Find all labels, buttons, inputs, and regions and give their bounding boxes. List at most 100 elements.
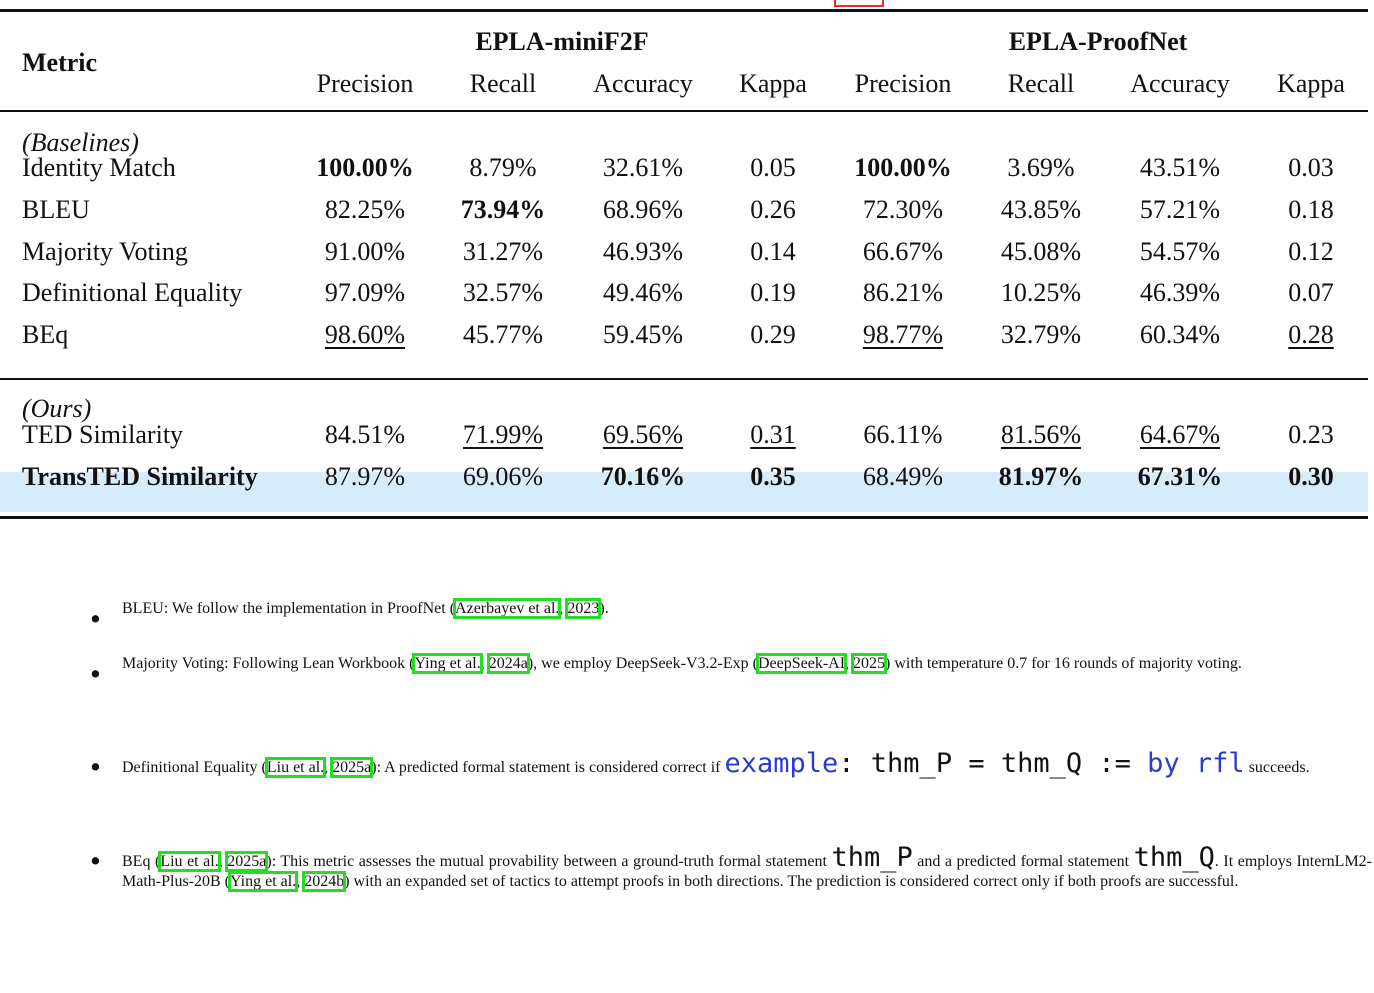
table-cell: 0.07: [1288, 278, 1334, 308]
section-rule: [0, 378, 1368, 380]
table-cell: 31.27%: [463, 237, 543, 267]
table-cell: 70.16%: [601, 462, 686, 492]
code-keyword: by: [1147, 748, 1180, 779]
bullet-text: ,: [219, 853, 228, 870]
table-cell: 82.25%: [325, 195, 405, 225]
code-space: [1180, 748, 1196, 779]
table-cell: 67.31%: [1138, 462, 1223, 492]
bullet-text: ): A predicted formal statement is consi…: [371, 759, 724, 776]
table-cell: 87.97%: [325, 462, 405, 492]
table-cell: 0.29: [750, 320, 796, 350]
row-label: BEq: [22, 320, 68, 350]
citation-year-link[interactable]: 2023: [567, 600, 599, 617]
table-cell: 0.14: [750, 237, 796, 267]
group-header-proofnet: EPLA-ProofNet: [1009, 27, 1188, 57]
column-header: Recall: [1008, 69, 1074, 99]
citation-link[interactable]: Liu et al.: [160, 853, 218, 870]
table-cell: 45.77%: [463, 320, 543, 350]
bullet-definitional-equality: Definitional Equality (Liu et al., 2025a…: [122, 748, 1372, 779]
code-snippet: : thm_P = thm_Q :=: [838, 748, 1147, 779]
citation-link[interactable]: Azerbayev et al.: [455, 600, 559, 617]
table-cell: 0.12: [1288, 237, 1334, 267]
table-cell: 71.99%: [463, 420, 543, 450]
row-label: TED Similarity: [22, 420, 183, 450]
table-cell: 98.60%: [325, 320, 405, 350]
table-cell: 0.03: [1288, 153, 1334, 183]
table-cell: 69.06%: [463, 462, 543, 492]
citation-year-link[interactable]: 2025a: [227, 853, 266, 870]
bullet-text: succeeds.: [1245, 759, 1310, 776]
table-cell: 46.93%: [603, 237, 683, 267]
table-top-rule: [0, 9, 1368, 12]
code-snippet: thm_P: [831, 842, 912, 873]
code-keyword: rfl: [1196, 748, 1245, 779]
table-cell: 68.49%: [863, 462, 943, 492]
row-label: BLEU: [22, 195, 90, 225]
table-cell: 68.96%: [603, 195, 683, 225]
citation-link[interactable]: Ying et al.: [414, 655, 480, 672]
column-header: Recall: [470, 69, 536, 99]
table-cell: 60.34%: [1140, 320, 1220, 350]
header-rule: [0, 110, 1368, 112]
bullet-majority-voting: Majority Voting: Following Lean Workbook…: [122, 655, 1372, 673]
table-cell: 59.45%: [603, 320, 683, 350]
citation-link[interactable]: DeepSeek-AI: [758, 655, 845, 672]
citation-year-link[interactable]: 2025: [853, 655, 885, 672]
code-snippet: thm_Q: [1134, 842, 1215, 873]
bullet-text: BLEU: We follow the implementation in Pr…: [122, 600, 455, 617]
citation-link[interactable]: Ying et al.: [230, 873, 296, 890]
table-bottom-rule: [0, 516, 1368, 519]
column-header: Accuracy: [593, 69, 693, 99]
table-cell: 54.57%: [1140, 237, 1220, 267]
group-header-minif2f: EPLA-miniF2F: [475, 27, 648, 57]
table-cell: 98.77%: [863, 320, 943, 350]
table-cell: 66.11%: [863, 420, 942, 450]
table-cell: 73.94%: [461, 195, 546, 225]
table-cell: 57.21%: [1140, 195, 1220, 225]
table-cell: 64.67%: [1140, 420, 1220, 450]
bullet-text: ): This metric assesses the mutual prova…: [266, 853, 831, 870]
column-header: Precision: [855, 69, 952, 99]
table-cell: 81.97%: [999, 462, 1084, 492]
table-cell: 100.00%: [854, 153, 952, 183]
table-cell: 0.19: [750, 278, 796, 308]
bullet-beq: BEq (Liu et al., 2025a): This metric ass…: [122, 842, 1372, 891]
table-cell: 0.28: [1288, 320, 1334, 350]
table-cell: 0.18: [1288, 195, 1334, 225]
table-cell: 0.05: [750, 153, 796, 183]
metric-header: Metric: [22, 48, 97, 78]
row-label: Majority Voting: [22, 237, 188, 267]
row-label: Definitional Equality: [22, 278, 242, 308]
table-cell: 0.35: [750, 462, 796, 492]
table-cell: 46.39%: [1140, 278, 1220, 308]
row-label: Identity Match: [22, 153, 176, 183]
citation-link[interactable]: Liu et al.: [267, 759, 324, 776]
code-keyword: example: [724, 748, 838, 779]
table-cell: 0.26: [750, 195, 796, 225]
table-cell: 43.85%: [1001, 195, 1081, 225]
table-cell: 69.56%: [603, 420, 683, 450]
table-cell: 72.30%: [863, 195, 943, 225]
bullet-dot: •: [90, 842, 101, 880]
bullet-text: ), we employ DeepSeek-V3.2-Exp (: [528, 655, 758, 672]
bullet-text: ).: [599, 600, 608, 617]
bullet-text: Majority Voting: Following Lean Workbook…: [122, 655, 414, 672]
table-cell: 0.23: [1288, 420, 1334, 450]
column-header: Accuracy: [1130, 69, 1230, 99]
table-cell: 32.57%: [463, 278, 543, 308]
table-cell: 91.00%: [325, 237, 405, 267]
citation-year-link[interactable]: 2024a: [489, 655, 528, 672]
bullet-text: Definitional Equality (: [122, 759, 267, 776]
citation-year-link[interactable]: 2024b: [304, 873, 344, 890]
bullet-text: ,: [845, 655, 853, 672]
figure-reference-box: [834, 0, 884, 7]
citation-year-link[interactable]: 2025a: [332, 759, 371, 776]
bullet-text: BEq (: [122, 853, 160, 870]
table-cell: 3.69%: [1007, 153, 1074, 183]
bullet-text: ,: [481, 655, 489, 672]
bullet-text: ,: [324, 759, 332, 776]
bullet-text: and a predicted formal statement: [913, 853, 1134, 870]
table-cell: 8.79%: [469, 153, 536, 183]
table-cell: 49.46%: [603, 278, 683, 308]
row-label: TransTED Similarity: [22, 462, 258, 492]
